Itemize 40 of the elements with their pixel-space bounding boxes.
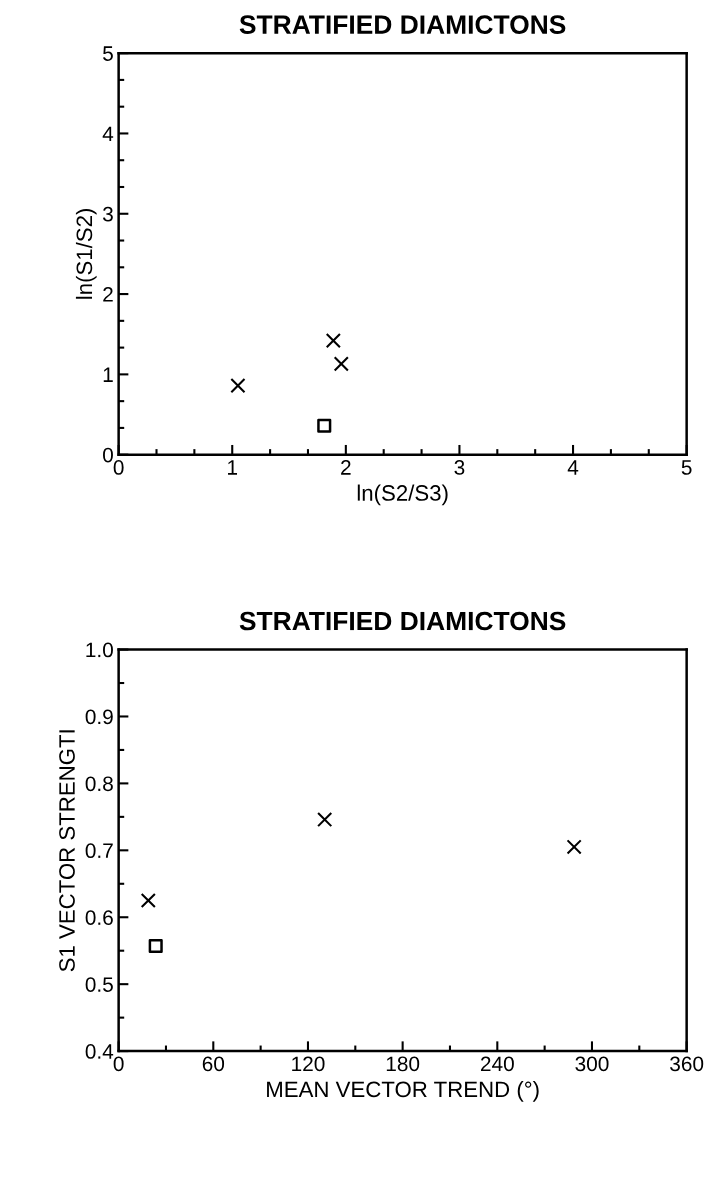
x-tick-label: 300 <box>575 1056 609 1072</box>
point <box>317 811 333 828</box>
y-axis-title: S1 VECTOR STRENGTI <box>59 730 75 972</box>
y-tick-label: 5 <box>103 46 113 61</box>
x-tick-label: 120 <box>292 1056 325 1072</box>
x-tick-label: 2 <box>341 460 351 475</box>
point <box>566 839 582 855</box>
y-tick-label: 0 <box>103 447 113 463</box>
point <box>148 938 163 954</box>
x-tick-label: 0 <box>113 1056 124 1072</box>
x-tick-label: 360 <box>670 1056 704 1072</box>
x-tick-label: 4 <box>567 460 579 475</box>
y-tick-label: 0.9 <box>85 709 113 725</box>
chart-title: STRATIFIED DIAMICTONS <box>239 15 566 34</box>
y-tick-label: 2 <box>103 287 113 302</box>
y-tick-label: 0.5 <box>85 977 113 992</box>
point <box>317 418 332 433</box>
chart-title: STRATIFIED DIAMICTONS <box>239 611 566 631</box>
y-tick-label: 3 <box>102 206 113 222</box>
x-tick-label: 1 <box>228 460 238 475</box>
x-tick-label: 180 <box>386 1056 420 1072</box>
x-tick-label: 0 <box>113 460 124 475</box>
y-tick-label: 1.0 <box>86 642 113 658</box>
y-tick-label: 0.7 <box>85 843 113 859</box>
x-tick-label: 3 <box>454 460 465 475</box>
y-tick-label: 1 <box>103 367 113 382</box>
x-axis-title: MEAN VECTOR TREND (°) <box>267 1080 539 1102</box>
x-axis-title: ln(S2/S3) <box>357 484 448 506</box>
x-tick-label: 5 <box>681 460 692 475</box>
y-axis-title: ln(S1/S2) <box>75 208 97 299</box>
point <box>333 356 349 372</box>
y-tick-label: 0.6 <box>85 910 113 925</box>
x-tick-label: 60 <box>202 1056 225 1072</box>
y-tick-label: 0.8 <box>85 776 113 792</box>
x-tick-label: 240 <box>480 1056 514 1072</box>
point <box>325 333 341 349</box>
point <box>140 892 156 909</box>
y-tick-label: 4 <box>102 126 114 141</box>
y-tick-label: 0.4 <box>85 1044 114 1059</box>
point <box>230 377 246 394</box>
